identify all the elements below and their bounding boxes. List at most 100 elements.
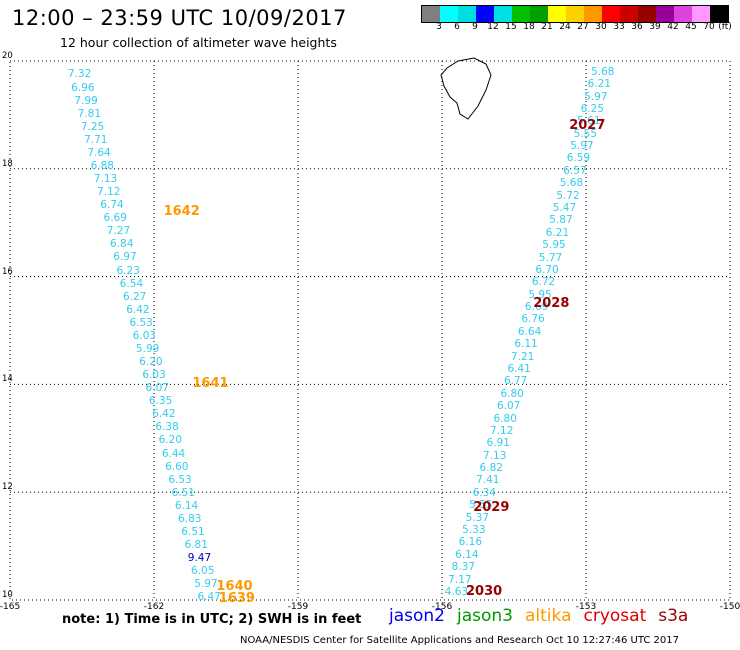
legend-label: 30 <box>595 22 607 32</box>
credit-line: NOAA/NESDIS Center for Satellite Applica… <box>240 635 679 646</box>
wave-height-value: 6.20 <box>139 356 163 369</box>
wave-height-value: 7.12 <box>97 186 121 199</box>
wave-height-value: 6.53 <box>168 473 192 486</box>
wave-height-value: 6.82 <box>479 462 503 475</box>
legend-swatch <box>710 6 728 22</box>
wave-height-value: 7.41 <box>476 474 500 487</box>
legend-swatch <box>656 6 674 22</box>
wave-height-value: 5.99 <box>135 342 160 355</box>
legend-swatch <box>638 6 656 22</box>
wave-height-value: 7.81 <box>77 107 102 120</box>
wave-height-value: 6.54 <box>119 277 144 290</box>
wave-height-value: 6.41 <box>507 363 531 375</box>
legend-swatch <box>440 6 458 22</box>
legend-swatch <box>458 6 476 22</box>
y-tick-label: 10 <box>2 590 13 600</box>
legend-label: 27 <box>577 22 589 32</box>
wave-height-value: 6.80 <box>500 387 524 400</box>
wave-height-value: 6.42 <box>126 303 150 316</box>
map-frame <box>9 60 731 601</box>
wave-height-value: 7.17 <box>448 573 472 586</box>
wave-height-value: 6.20 <box>158 434 183 447</box>
wave-height-value: 6.35 <box>148 395 173 408</box>
legend-swatch <box>530 6 548 22</box>
legend-swatch <box>422 6 440 22</box>
legend-label: 9 <box>472 22 478 32</box>
wave-height-value: 6.53 <box>129 316 153 329</box>
wave-height-value: 6.97 <box>113 251 137 264</box>
wave-height-value: 6.81 <box>184 539 208 552</box>
wave-height-value: 5.68 <box>591 65 615 78</box>
legend-swatch <box>584 6 602 22</box>
color-legend <box>421 5 729 23</box>
wave-height-value: 6.77 <box>503 375 528 388</box>
y-tick-label: 14 <box>2 374 13 385</box>
wave-height-value: 6.23 <box>116 264 140 277</box>
pass-time-label: 1639 <box>218 590 255 606</box>
wave-height-value: 6.07 <box>496 400 521 413</box>
x-tick-label: -153 <box>575 602 597 612</box>
satellite-name-jason3: jason3 <box>457 606 513 626</box>
legend-swatch <box>620 6 638 22</box>
wave-height-value: 6.51 <box>171 486 195 499</box>
wave-height-value: 5.97 <box>194 578 218 591</box>
wave-height-value: 6.64 <box>517 325 542 338</box>
pass-time-label: 2029 <box>473 500 510 516</box>
legend-swatch <box>602 6 620 22</box>
wave-height-value: 9.47 <box>187 552 212 565</box>
wave-height-value: 6.74 <box>100 199 124 212</box>
legend-label: 3 <box>436 22 442 32</box>
wave-height-value: 6.42 <box>152 408 176 421</box>
legend-label: 70 <box>703 22 715 32</box>
lat-lon-grid <box>9 60 731 601</box>
pass-time-label: 2028 <box>533 295 570 311</box>
wave-height-value: 8.37 <box>451 561 476 574</box>
legend-label: 42 <box>667 22 679 32</box>
legend-label: (ft) <box>718 22 732 32</box>
legend-swatch <box>512 6 530 22</box>
wave-height-value: 7.71 <box>84 133 108 146</box>
color-legend-labels: 3 6 9 12 15 18 21 24 27 30 33 36 39 42 45 70 (ft) <box>421 22 732 34</box>
wave-height-value: 6.80 <box>493 412 517 425</box>
wave-height-value: 5.95 <box>542 239 566 252</box>
legend-label: 33 <box>613 22 625 32</box>
big-island-outline <box>440 57 492 120</box>
wave-height-value: 5.87 <box>549 214 573 227</box>
satellite-name-s3a: s3a <box>658 606 689 626</box>
y-tick-label: 20 <box>2 51 13 61</box>
wave-height-value: 6.11 <box>514 338 538 351</box>
wave-height-value: 6.47 <box>197 591 221 604</box>
legend-swatch <box>692 6 710 22</box>
x-tick-label: -162 <box>143 602 165 612</box>
legend-label: 15 <box>505 22 517 32</box>
legend-label: 21 <box>541 22 553 32</box>
page-subtitle: 12 hour collection of altimeter wave hei… <box>60 35 337 50</box>
wave-height-value: 6.25 <box>580 102 605 115</box>
wave-height-value: 7.27 <box>106 225 131 238</box>
wave-height-value: 6.91 <box>486 437 510 450</box>
wave-height-value: 7.32 <box>67 68 92 81</box>
wave-height-value: 5.97 <box>584 90 608 103</box>
units-note: note: 1) Time is in UTC; 2) SWH is in fe… <box>62 612 362 627</box>
wave-height-value: 6.03 <box>142 369 166 382</box>
satellite-name-altika: altika <box>525 606 572 626</box>
wave-height-value: 5.72 <box>556 189 580 202</box>
wave-height-value: 6.96 <box>71 81 95 94</box>
wave-height-value: 7.21 <box>510 350 535 363</box>
wave-height-value: 5.77 <box>538 251 563 264</box>
page-title: 12:00 – 23:59 UTC 10/09/2017 <box>12 6 347 30</box>
wave-height-value: 6.60 <box>165 460 189 473</box>
wave-height-value: 7.64 <box>87 146 111 159</box>
wave-height-value: 7.25 <box>80 120 105 133</box>
pass-time-label: 2027 <box>569 117 606 133</box>
hawaii-coastline <box>440 57 492 120</box>
wave-height-value: 6.14 <box>455 548 479 561</box>
legend-label: 39 <box>649 22 661 32</box>
pass-time-label: 1641 <box>192 376 229 392</box>
wave-height-value: 6.51 <box>181 525 205 538</box>
legend-label: 36 <box>631 22 643 32</box>
wave-height-value: 6.05 <box>191 565 215 578</box>
wave-height-value: 5.37 <box>465 511 490 524</box>
wave-height-value: 6.76 <box>521 313 545 326</box>
